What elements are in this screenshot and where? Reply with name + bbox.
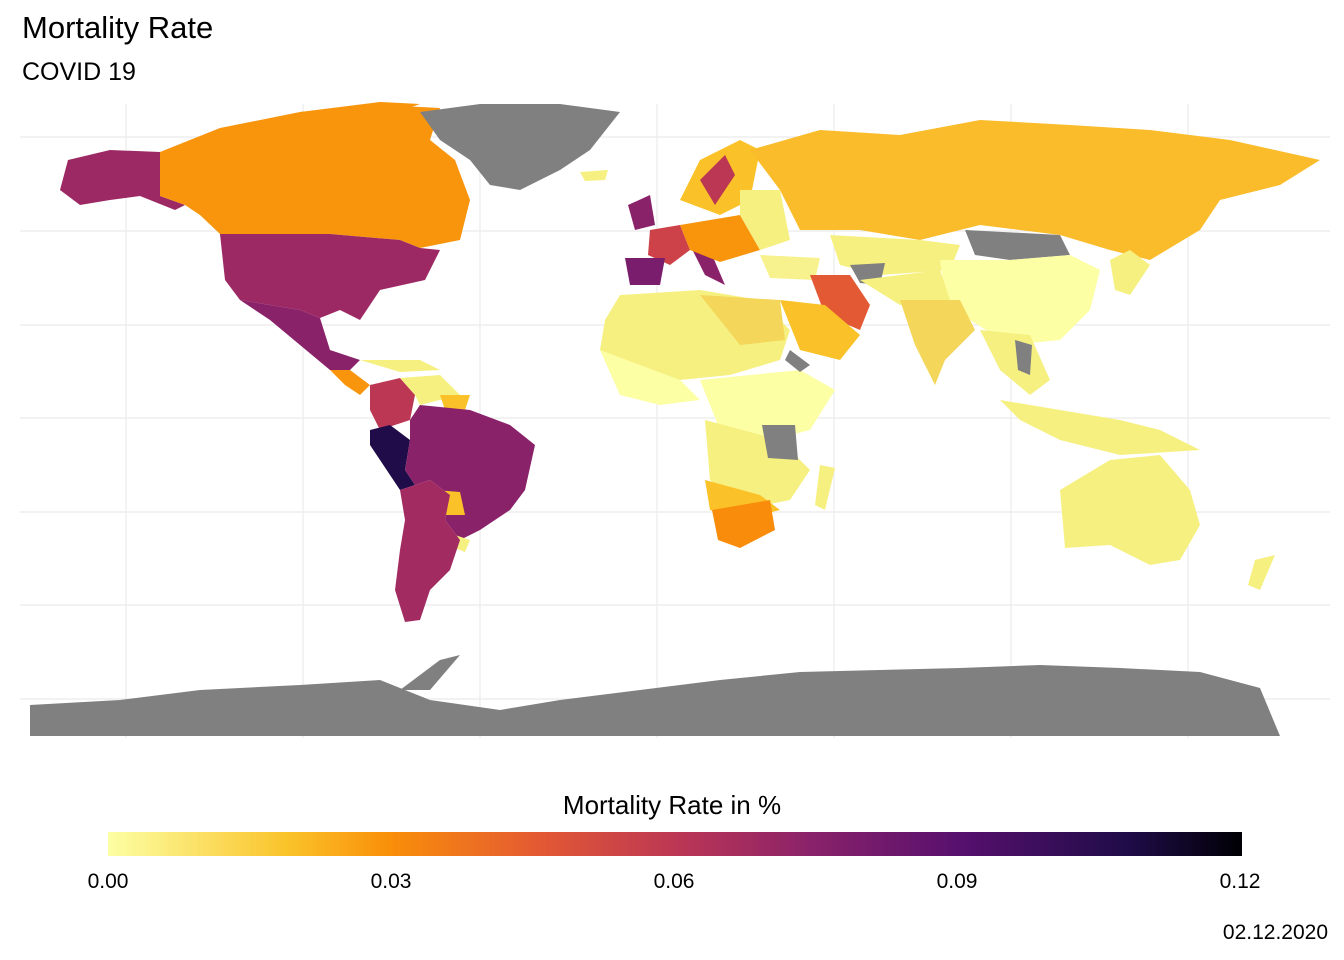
legend-tick-label: 0.06 (653, 870, 695, 893)
region-canada-arctic (300, 102, 420, 128)
legend-title: Mortality Rate in % (562, 790, 782, 820)
legend-colorbar (108, 832, 1242, 856)
legend-tick (674, 856, 676, 862)
region-new-zealand (1248, 555, 1275, 590)
legend-tick-label: 0.12 (1219, 870, 1261, 893)
legend-tick (957, 856, 959, 862)
legend-tick-label: 0.03 (370, 870, 412, 893)
region-mexico (240, 300, 360, 370)
region-east-africa (700, 370, 835, 440)
region-china (940, 255, 1100, 345)
region-italy (690, 245, 725, 285)
region-tanzania (762, 425, 798, 460)
region-colombia (370, 378, 415, 430)
region-france (648, 225, 690, 265)
region-mongolia (965, 230, 1070, 260)
legend-tick (108, 856, 110, 862)
legend-tick-label: 0.00 (87, 870, 129, 893)
legend-tick (1240, 856, 1242, 862)
region-guianas (440, 395, 470, 410)
region-russia (750, 120, 1320, 260)
region-iceland (580, 170, 608, 181)
map-title: Mortality Rate (22, 10, 214, 45)
region-antarctica (30, 665, 1280, 736)
region-central-asia (860, 270, 950, 305)
map-subtitle: COVID 19 (22, 58, 136, 86)
region-turkey (760, 255, 820, 280)
region-madagascar (815, 465, 835, 510)
region-west-africa (600, 350, 700, 405)
region-sweden (700, 155, 735, 205)
date-caption: 02.12.2020 (1222, 921, 1328, 944)
region-southeast-asia (980, 330, 1050, 395)
region-india (900, 300, 975, 385)
region-canada (160, 105, 470, 248)
region-australia (1060, 455, 1200, 565)
region-caribbean (360, 360, 440, 372)
region-uk (628, 195, 655, 230)
region-usa (220, 234, 440, 320)
region-eastern-europe (740, 190, 790, 250)
region-somalia-ethiopia (785, 350, 810, 372)
region-myanmar-laos (1015, 340, 1032, 375)
region-arabia (780, 300, 860, 360)
region-peru (370, 425, 415, 490)
region-egypt-libya (700, 295, 785, 345)
region-central-europe (680, 215, 760, 262)
region-indonesia (1000, 400, 1200, 455)
region-argentina (395, 480, 460, 622)
region-south-africa (712, 500, 775, 548)
region-kazakhstan (830, 235, 960, 275)
region-japan (1110, 250, 1150, 295)
region-central-america (330, 370, 370, 395)
legend-tick-label: 0.09 (936, 870, 978, 893)
region-greenland (420, 104, 620, 190)
region-alaska (60, 150, 185, 210)
region-antarctic-peninsula (400, 655, 460, 690)
region-brazil (405, 405, 535, 540)
region-iran (810, 275, 870, 330)
region-spain (625, 258, 665, 285)
legend-tick (391, 856, 393, 862)
